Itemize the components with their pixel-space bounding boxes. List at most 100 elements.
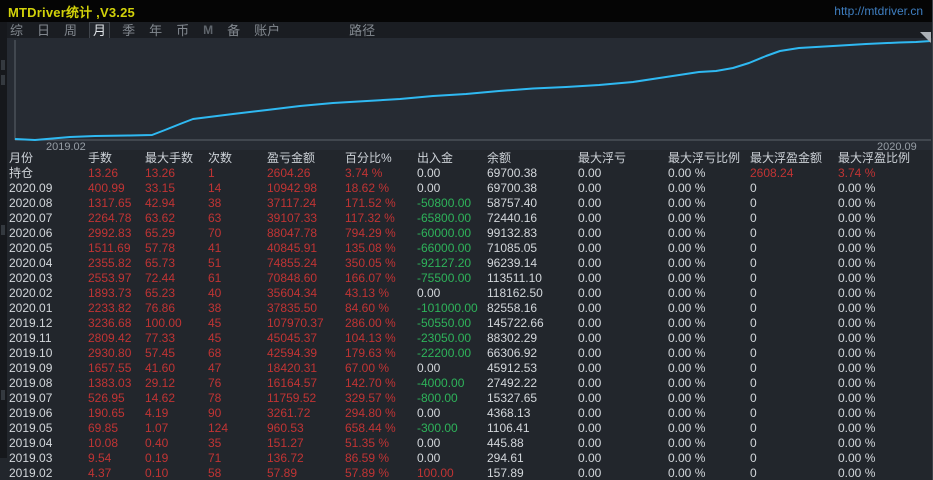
table-row[interactable]: 2020.05 1511.69 57.78 41 40845.91 135.08 % -66… [0,241,932,256]
table-cell: 0.00 % [838,181,876,195]
menu-item-年[interactable]: 年 [149,22,163,38]
table-row[interactable]: 2019.10 2930.80 57.45 68 42594.39 179.63 % -22… [0,346,932,361]
table-cell: 0.00 % [838,196,876,210]
table-cell: 794.29 % [345,226,396,240]
table-row[interactable]: 2019.08 1383.03 29.12 76 16164.57 142.70 % -40… [0,376,932,391]
table-cell: 0.00 % [838,406,876,420]
table-cell: 2608.24 [750,166,794,180]
table-cell: 51.35 % [345,436,390,450]
menu-item-综[interactable]: 综 [10,22,24,38]
table-cell: 4368.13 [487,406,531,420]
table-cell: -4000.00 [417,376,465,390]
menu-item-路径[interactable]: 路径 [349,22,376,38]
table-row[interactable]: 2019.09 1657.55 41.60 47 18420.31 67.00 % 0.00… [0,361,932,376]
menu-item-M[interactable]: M [203,22,214,37]
table-row[interactable]: 2019.03 9.54 0.19 71 136.72 86.59 % 0.00 294.61… [0,451,932,466]
table-cell: 124 [208,421,229,435]
table-cell: 2019.10 [9,346,53,360]
table-cell: 14 [208,181,222,195]
table-cell: 0.00 % [668,241,706,255]
table-cell: 2019.05 [9,421,53,435]
table-cell: 0 [750,226,757,240]
table-row[interactable]: 2019.02 4.37 0.10 58 57.89 57.89 % 100.00 157.8… [0,466,932,480]
table-cell: 2019.12 [9,316,53,330]
table-cell: 2355.82 [88,256,132,270]
column-header: 出入金 [417,151,454,165]
table-cell: 58757.40 [487,196,538,210]
table-row[interactable]: 2020.08 1317.65 42.94 38 37117.24 171.52 % -50… [0,196,932,211]
table-cell: 0.00 % [668,256,706,270]
table-row[interactable]: 2020.04 2355.82 65.73 51 74855.24 350.05 % -92… [0,256,932,271]
table-cell: 0.00 % [668,166,706,180]
column-header: 最大手数 [145,151,194,165]
table-cell: 1893.73 [88,286,132,300]
table-cell: 15327.65 [487,391,538,405]
table-cell: 0.00 [417,166,441,180]
table-row[interactable]: 2019.07 526.95 14.62 78 11759.52 329.57 % -800… [0,391,932,406]
table-cell: 0 [750,361,757,375]
table-cell: 0.40 [145,436,169,450]
table-row[interactable]: 2019.11 2809.42 77.33 45 45045.37 104.13 % -23… [0,331,932,346]
menu-item-币[interactable]: 币 [176,22,190,38]
table-cell: 2020.09 [9,181,53,195]
table-cell: 2233.82 [88,301,132,315]
left-window-edge [0,22,7,458]
table-row[interactable]: 2019.12 3236.68 100.00 45 107970.37 286.00 % -… [0,316,932,331]
website-link[interactable]: http://mtdriver.cn [834,4,923,18]
table-cell: 2020.03 [9,271,53,285]
table-cell: 179.63 % [345,346,396,360]
table-cell: -75500.00 [417,271,472,285]
table-cell: 2019.08 [9,376,53,390]
table-row[interactable]: 2020.06 2992.83 65.29 70 88047.78 794.29 % -60… [0,226,932,241]
table-cell: 0.00 % [668,406,706,420]
menu-item-月[interactable]: 月 [89,21,111,39]
table-cell: 11759.52 [267,391,317,405]
table-row[interactable]: 2020.01 2233.82 76.86 38 37835.50 84.60 % -101… [0,301,932,316]
table-row[interactable]: 2019.06 190.65 4.19 90 3261.72 294.80 % 0.00 43… [0,406,932,421]
table-cell: 0 [750,196,757,210]
monthly-stats-table: 月份 手数 最大手数 次数 盈亏金额 百分比% 出入金 余额 最大浮亏 最大浮亏比例 最大浮盈金额 最… [0,150,932,480]
table-cell: 0.00 [417,181,441,195]
table-cell: 41 [208,241,222,255]
table-cell: 76.86 [145,301,176,315]
table-cell: 77.33 [145,331,176,345]
menu-item-备[interactable]: 备 [227,22,241,38]
menu-item-日[interactable]: 日 [37,22,51,38]
table-cell: 10942.98 [267,181,318,195]
table-cell: 0.00 [578,346,602,360]
table-cell: 69.85 [88,421,119,435]
menu-item-账户[interactable]: 账户 [254,22,281,38]
table-cell: 0.00 [578,451,602,465]
column-header: 手数 [88,151,113,165]
table-cell: 0.00 % [838,316,876,330]
table-cell: 117.32 % [345,211,395,225]
table-cell: 2553.97 [88,271,132,285]
table-row[interactable]: 2020.09 400.99 33.15 14 10942.98 18.62 % 0.00 6… [0,181,932,196]
table-cell: 2930.80 [88,346,132,360]
table-row[interactable]: 2020.03 2553.97 72.44 61 70848.60 166.07 % -75… [0,271,932,286]
table-cell: 57.89 % [345,466,390,480]
table-cell: 0 [750,181,757,195]
table-row[interactable]: 2020.07 2264.78 63.62 63 39107.33 117.32 % -65… [0,211,932,226]
chart-corner-handle-icon[interactable] [920,32,931,43]
table-cell: 57.45 [145,346,176,360]
menu-item-周[interactable]: 周 [64,22,78,38]
table-cell: 0.00 % [668,421,706,435]
table-row[interactable]: 持仓 13.26 13.26 1 2604.26 3.74 % 0.00 69700.38 0.… [0,166,932,181]
table-cell: 1.07 [145,421,169,435]
table-cell: 78 [208,391,222,405]
table-row[interactable]: 2019.05 69.85 1.07 124 960.53 658.44 % -300.00… [0,421,932,436]
table-cell: 67.00 % [345,361,390,375]
table-row[interactable]: 2020.02 1893.73 65.23 40 35604.34 43.13 % 0.00… [0,286,932,301]
table-cell: 0.00 [417,361,441,375]
menu-item-季[interactable]: 季 [122,22,136,38]
equity-curve-svg [14,40,932,141]
table-cell: 9.54 [88,451,112,465]
table-row[interactable]: 2019.04 10.08 0.40 35 151.27 51.35 % 0.00 445.8… [0,436,932,451]
table-cell: 0.00 % [838,466,876,480]
column-header: 最大浮盈金额 [750,151,823,165]
table-cell: 445.88 [487,436,524,450]
table-cell: 69700.38 [487,166,538,180]
table-cell: 2020.01 [9,301,53,315]
table-cell: 0.00 [578,466,602,480]
